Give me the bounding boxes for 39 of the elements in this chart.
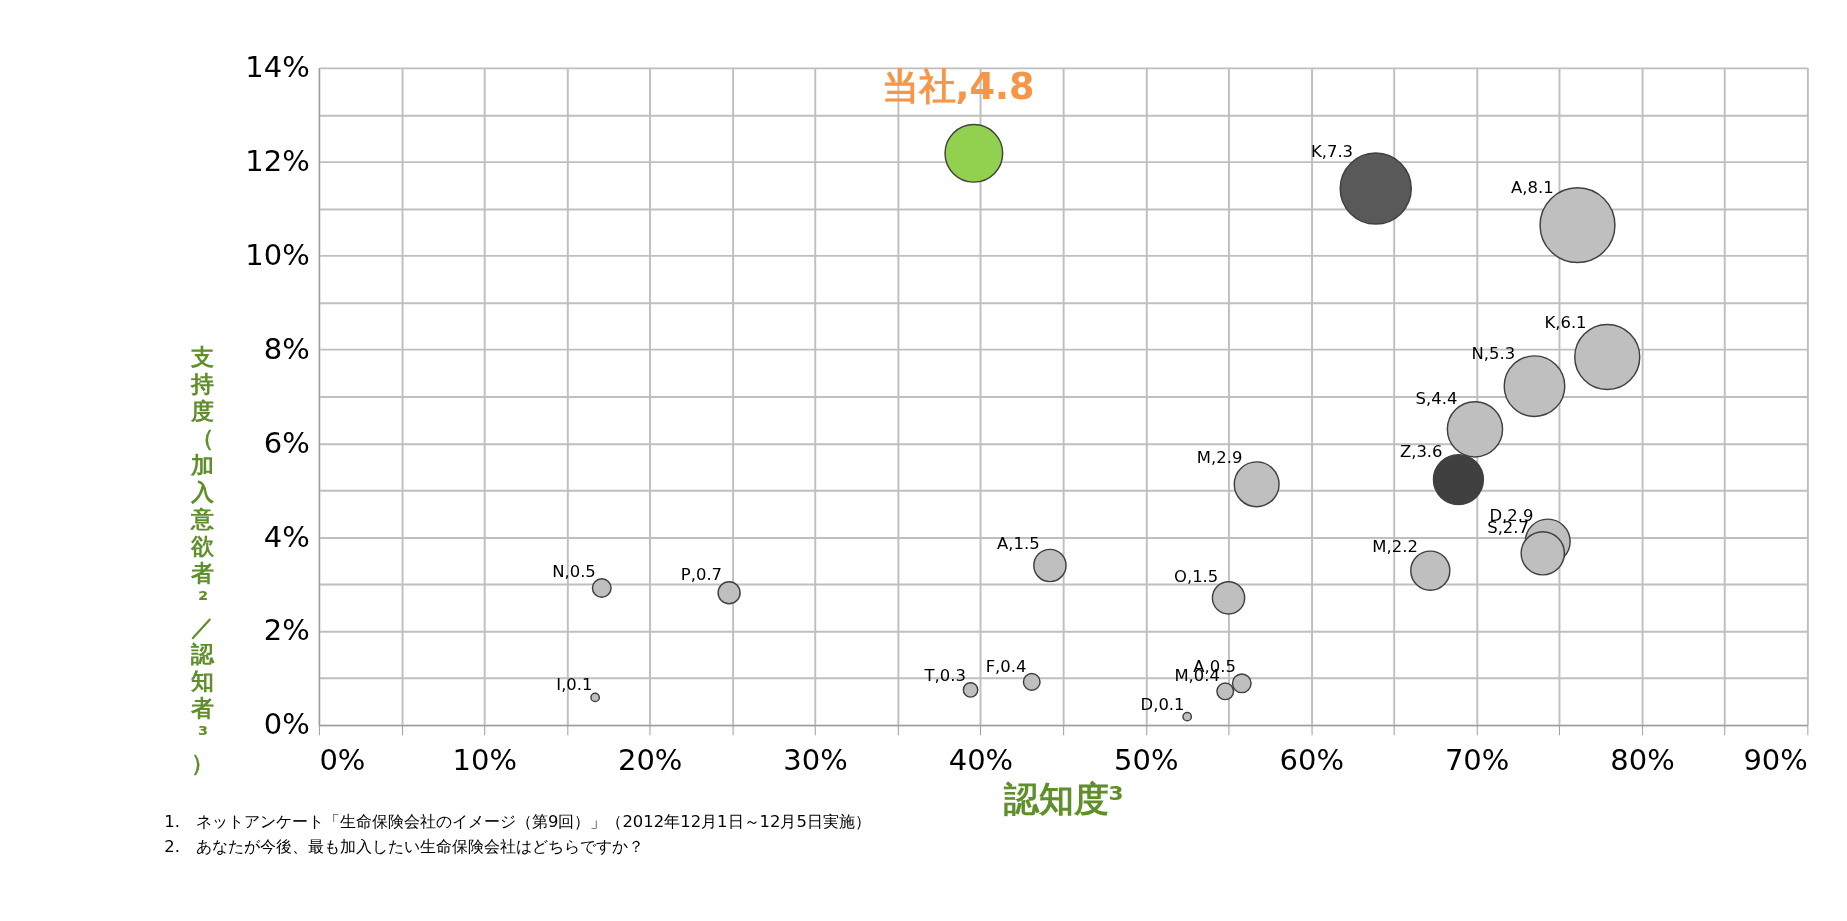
data-label: M,2.2 (1372, 536, 1418, 556)
data-label: A,1.5 (997, 534, 1040, 554)
data-label: I,0.1 (556, 675, 593, 695)
x-tick-label: 30% (783, 743, 848, 778)
data-label: Z,3.6 (1399, 441, 1443, 461)
data-label: K,7.3 (1310, 142, 1354, 162)
data-label: N,0.5 (552, 562, 596, 582)
text: 2. あなたが今後、最も加入したい生命保険会社はどちらですか？ (164, 836, 644, 856)
x-tick-label: 60% (1279, 743, 1344, 778)
x-tick-label: 10% (452, 743, 518, 778)
y-tick-label: 2% (263, 613, 310, 648)
data-label: D,0.1 (1140, 694, 1185, 714)
y-tick-label: 10% (245, 237, 310, 272)
y-tick-label: 12% (245, 143, 310, 178)
x-tick-label: 0% (319, 743, 366, 778)
data-label: N,5.3 (1471, 344, 1516, 364)
x-tick-label: 80% (1610, 743, 1675, 778)
data-label: T,0.3 (923, 665, 966, 685)
y-tick-label: 14% (245, 50, 310, 85)
data-label: 当社,4.8 (881, 65, 1035, 109)
y-tick-label: 6% (263, 425, 310, 460)
data-label: K,6.1 (1544, 313, 1587, 333)
y-tick-label: 0% (263, 707, 310, 742)
data-label: P,0.7 (680, 565, 723, 585)
x-axis-title: 認知度³ (1002, 778, 1124, 819)
data-label: M,2.9 (1196, 448, 1243, 468)
x-tick-label: 20% (617, 743, 683, 778)
data-label: F,0.4 (985, 656, 1027, 676)
data-label: A,8.1 (1511, 177, 1554, 197)
text: 1. ネットアンケート「生命保険会社のイメージ（第9回）」（2012年12月1日～12月5日実施） (164, 811, 871, 831)
data-label: S,4.4 (1415, 389, 1458, 409)
data-label: O,1.5 (1174, 566, 1219, 586)
x-tick-label: 70% (1444, 743, 1510, 778)
x-tick-label: 50% (1114, 743, 1179, 778)
x-tick-label: 40% (948, 743, 1014, 778)
y-tick-label: 8% (263, 331, 310, 366)
text: 支持度（加入意欲者²／認知者³） (191, 342, 215, 776)
y-tick-label: 4% (263, 519, 310, 554)
x-tick-label: 90% (1743, 743, 1808, 778)
